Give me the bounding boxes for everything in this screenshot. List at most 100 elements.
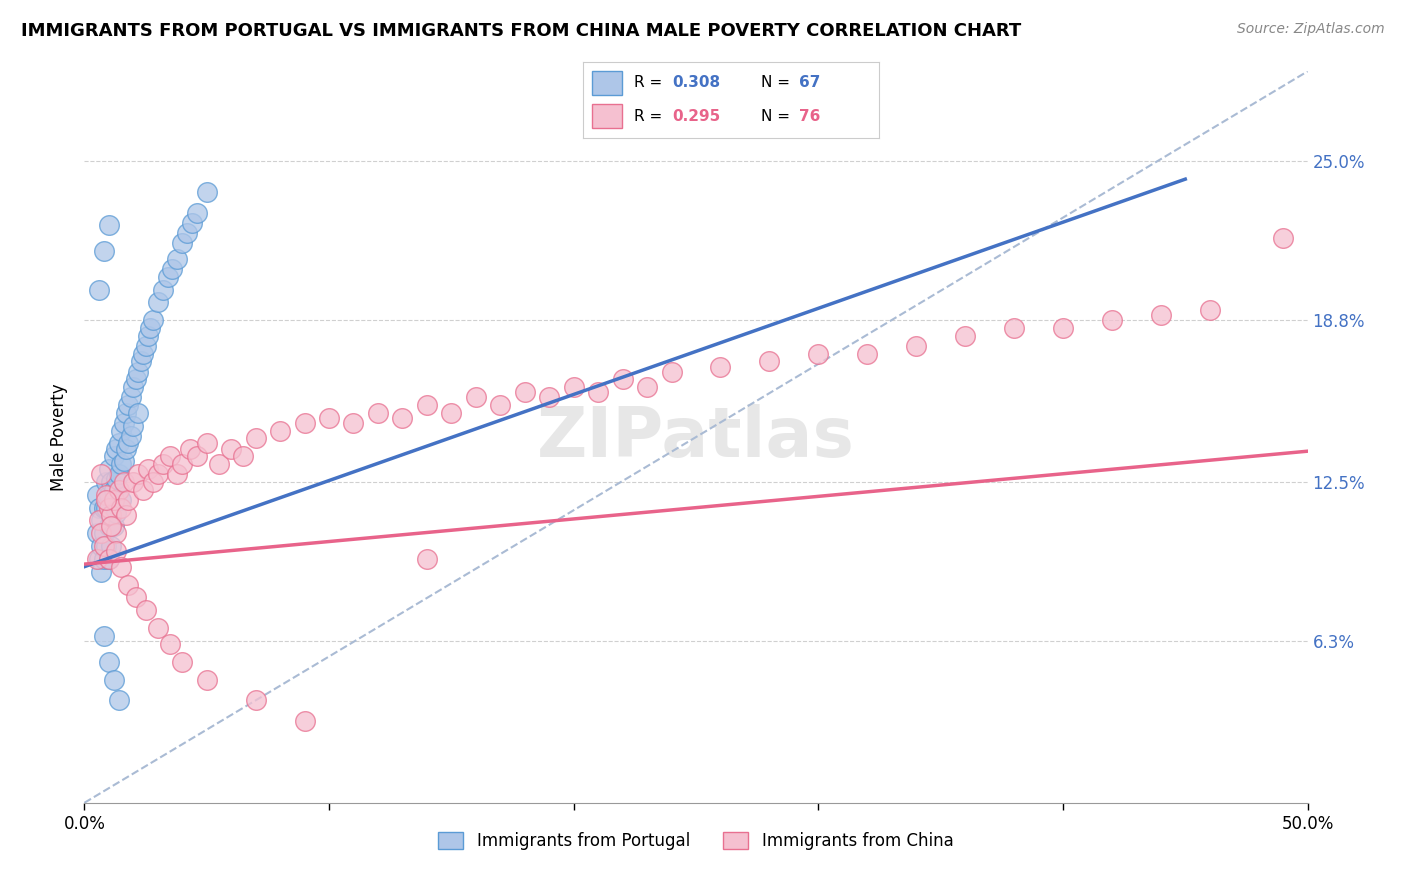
Point: [440, 406, 463, 420]
Point: [100, 508, 122, 523]
Point: [127, 467, 149, 482]
Point: [538, 390, 561, 404]
Point: [245, 431, 267, 445]
Point: [112, 454, 135, 468]
Text: N =: N =: [761, 109, 794, 124]
Point: [1272, 231, 1295, 245]
Point: [110, 424, 132, 438]
Point: [120, 429, 142, 443]
Legend: Immigrants from Portugal, Immigrants from China: Immigrants from Portugal, Immigrants fro…: [432, 825, 960, 856]
Point: [661, 365, 683, 379]
Point: [107, 693, 129, 707]
Point: [105, 526, 128, 541]
Text: N =: N =: [761, 76, 794, 90]
Point: [367, 406, 389, 420]
Point: [586, 385, 609, 400]
Point: [136, 462, 159, 476]
Point: [110, 457, 132, 471]
Y-axis label: Male Poverty: Male Poverty: [51, 384, 69, 491]
Point: [132, 483, 155, 497]
Point: [416, 398, 439, 412]
Point: [464, 390, 486, 404]
Point: [294, 416, 316, 430]
Point: [103, 492, 125, 507]
Point: [93, 629, 115, 643]
Point: [100, 508, 122, 523]
Point: [115, 508, 138, 523]
Point: [107, 467, 129, 482]
Point: [1101, 313, 1123, 327]
Point: [93, 526, 115, 541]
Point: [97, 552, 120, 566]
Point: [93, 552, 115, 566]
Point: [117, 492, 139, 507]
Point: [162, 262, 184, 277]
Point: [125, 591, 148, 605]
Point: [122, 475, 145, 489]
Point: [96, 492, 118, 507]
Text: 67: 67: [799, 76, 821, 90]
Point: [97, 219, 120, 233]
Point: [127, 365, 149, 379]
Point: [156, 269, 179, 284]
Point: [172, 655, 194, 669]
Point: [186, 450, 208, 464]
Point: [110, 500, 132, 515]
Point: [208, 457, 231, 471]
Point: [115, 442, 138, 456]
Point: [93, 539, 115, 553]
Point: [120, 390, 142, 404]
Point: [96, 488, 118, 502]
Point: [103, 450, 125, 464]
Point: [172, 236, 194, 251]
Point: [1198, 303, 1220, 318]
Point: [135, 603, 157, 617]
Point: [1002, 321, 1025, 335]
Point: [562, 380, 585, 394]
Point: [953, 328, 976, 343]
Point: [115, 406, 138, 420]
Point: [195, 673, 218, 687]
Point: [86, 526, 108, 541]
Point: [129, 354, 152, 368]
Point: [90, 526, 112, 541]
Point: [90, 514, 112, 528]
Point: [110, 559, 132, 574]
Point: [245, 693, 267, 707]
Point: [807, 346, 830, 360]
Point: [636, 380, 658, 394]
Point: [96, 539, 118, 553]
Point: [105, 506, 128, 520]
Point: [103, 673, 125, 687]
Point: [195, 436, 218, 450]
Point: [758, 354, 780, 368]
Point: [122, 418, 145, 433]
Point: [269, 424, 291, 438]
Point: [294, 714, 316, 728]
Point: [146, 621, 169, 635]
Point: [87, 514, 110, 528]
Point: [107, 436, 129, 450]
Point: [105, 544, 128, 558]
Point: [87, 500, 110, 515]
Point: [86, 552, 108, 566]
Point: [112, 475, 135, 489]
Point: [110, 492, 132, 507]
Point: [122, 380, 145, 394]
Point: [93, 244, 115, 258]
Point: [117, 577, 139, 591]
Bar: [592, 70, 621, 95]
Point: [132, 346, 155, 360]
Point: [391, 410, 413, 425]
Text: R =: R =: [634, 109, 666, 124]
Point: [342, 416, 364, 430]
Point: [166, 252, 188, 266]
Point: [166, 467, 188, 482]
Point: [146, 295, 169, 310]
Point: [195, 185, 218, 199]
Point: [612, 372, 634, 386]
Point: [100, 518, 122, 533]
Point: [87, 283, 110, 297]
Point: [97, 518, 120, 533]
Point: [86, 488, 108, 502]
